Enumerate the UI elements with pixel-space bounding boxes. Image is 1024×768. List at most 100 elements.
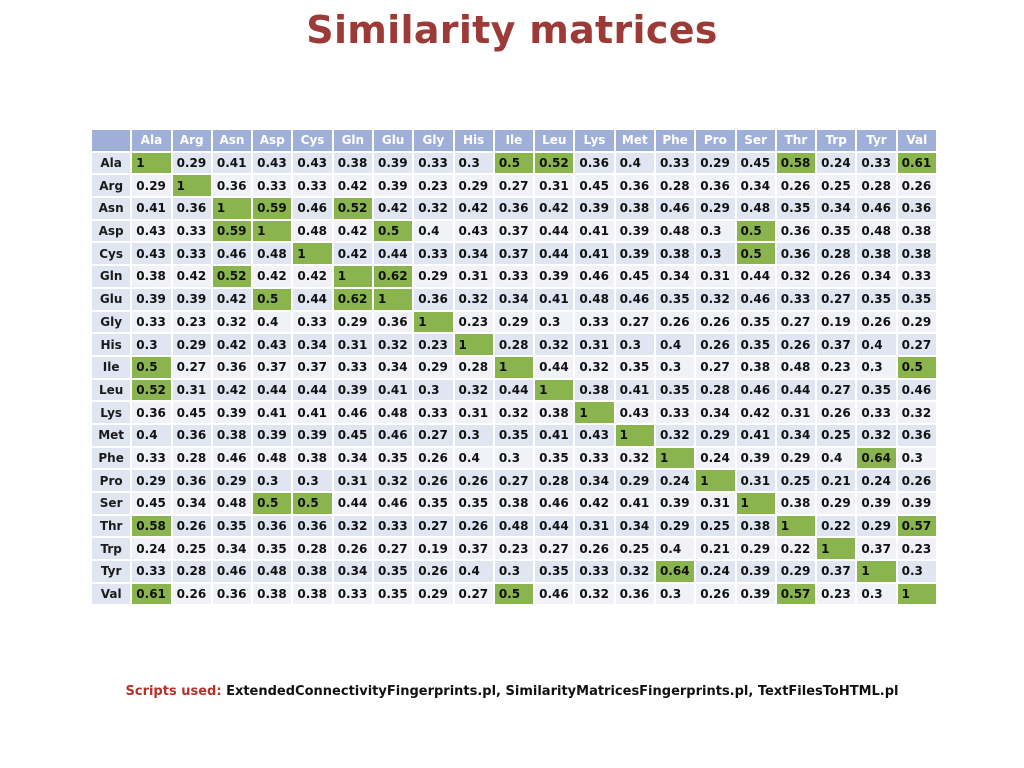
matrix-cell: 0.62 [333, 288, 372, 310]
matrix-cell: 0.25 [776, 470, 816, 491]
matrix-cell: 0.3 [655, 356, 695, 378]
column-header: Asn [212, 130, 252, 151]
matrix-cell: 0.36 [373, 311, 413, 333]
matrix-cell: 0.24 [696, 561, 735, 582]
matrix-cell: 0.33 [373, 515, 413, 537]
matrix-cell: 0.26 [454, 515, 493, 537]
matrix-cell: 0.26 [897, 175, 936, 197]
matrix-cell: 0.57 [776, 583, 816, 605]
matrix-cell: 0.26 [696, 583, 735, 605]
row-header: Asp [92, 220, 131, 242]
column-header: Met [615, 130, 654, 151]
matrix-cell: 0.29 [212, 470, 252, 491]
matrix-cell: 0.39 [293, 424, 332, 446]
matrix-cell: 0.34 [333, 561, 372, 582]
matrix-cell: 0.27 [494, 175, 534, 197]
matrix-cell: 0.42 [373, 198, 413, 219]
matrix-cell: 0.26 [414, 470, 453, 491]
matrix-cell: 0.29 [414, 583, 453, 605]
matrix-cell: 0.45 [736, 152, 775, 174]
matrix-cell: 0.45 [333, 424, 372, 446]
matrix-cell: 0.48 [253, 561, 292, 582]
matrix-cell: 1 [373, 288, 413, 310]
matrix-cell: 0.27 [373, 538, 413, 560]
matrix-cell: 0.48 [494, 515, 534, 537]
matrix-cell: 0.42 [575, 493, 614, 514]
matrix-cell: 0.46 [575, 266, 614, 287]
matrix-cell: 0.31 [696, 266, 735, 287]
matrix-cell: 0.33 [132, 311, 171, 333]
matrix-cell: 0.28 [494, 334, 534, 355]
matrix-cell: 0.43 [132, 220, 171, 242]
matrix-cell: 0.48 [373, 402, 413, 423]
matrix-cell: 1 [253, 220, 292, 242]
row-header: Asn [92, 198, 131, 219]
matrix-cell: 0.32 [414, 198, 453, 219]
matrix-cell: 0.34 [575, 470, 614, 491]
row-header: Val [92, 583, 131, 605]
matrix-cell: 0.3 [897, 561, 936, 582]
matrix-cell: 0.35 [494, 424, 534, 446]
matrix-cell: 0.32 [696, 288, 735, 310]
matrix-cell: 0.4 [655, 334, 695, 355]
matrix-cell: 0.26 [454, 470, 493, 491]
matrix-cell: 0.33 [414, 243, 453, 265]
matrix-cell: 0.27 [454, 583, 493, 605]
matrix-cell: 0.39 [373, 152, 413, 174]
matrix-cell: 0.38 [494, 493, 534, 514]
matrix-cell: 0.44 [293, 288, 332, 310]
matrix-cell: 0.34 [857, 266, 896, 287]
matrix-cell: 0.35 [857, 379, 896, 401]
matrix-cell: 0.33 [172, 243, 211, 265]
matrix-cell: 0.25 [615, 538, 654, 560]
matrix-cell: 0.31 [776, 402, 816, 423]
matrix-cell: 0.34 [333, 447, 372, 469]
matrix-cell: 0.26 [575, 538, 614, 560]
matrix-cell: 0.37 [817, 561, 856, 582]
column-header: Val [897, 130, 936, 151]
matrix-cell: 0.35 [253, 538, 292, 560]
matrix-cell: 0.25 [172, 538, 211, 560]
matrix-cell: 0.45 [172, 402, 211, 423]
matrix-cell: 0.35 [454, 493, 493, 514]
matrix-cell: 0.36 [897, 424, 936, 446]
matrix-cell: 0.52 [212, 266, 252, 287]
matrix-cell: 0.35 [655, 379, 695, 401]
matrix-cell: 0.42 [333, 175, 372, 197]
matrix-cell: 0.36 [212, 356, 252, 378]
matrix-cell: 0.23 [817, 356, 856, 378]
matrix-cell: 0.39 [615, 220, 654, 242]
matrix-cell: 0.34 [212, 538, 252, 560]
matrix-cell: 0.27 [615, 311, 654, 333]
matrix-cell: 0.28 [172, 447, 211, 469]
matrix-cell: 0.33 [293, 175, 332, 197]
matrix-cell: 0.3 [696, 243, 735, 265]
matrix-cell: 0.37 [253, 356, 292, 378]
matrix-cell: 0.35 [615, 356, 654, 378]
matrix-cell: 0.36 [293, 515, 332, 537]
row-header: Met [92, 424, 131, 446]
matrix-cell: 0.48 [736, 198, 775, 219]
row-header: Leu [92, 379, 131, 401]
matrix-cell: 0.26 [776, 175, 816, 197]
matrix-cell: 0.23 [897, 538, 936, 560]
matrix-cell: 0.58 [132, 515, 171, 537]
matrix-cell: 0.29 [132, 470, 171, 491]
matrix-cell: 0.62 [373, 266, 413, 287]
matrix-cell: 0.28 [172, 561, 211, 582]
matrix-cell: 0.44 [333, 493, 372, 514]
matrix-cell: 0.34 [172, 493, 211, 514]
matrix-cell: 0.29 [857, 515, 896, 537]
row-header: Gln [92, 266, 131, 287]
matrix-cell: 1 [494, 356, 534, 378]
column-header: His [454, 130, 493, 151]
matrix-cell: 0.43 [575, 424, 614, 446]
matrix-cell: 0.27 [817, 288, 856, 310]
matrix-cell: 0.26 [172, 583, 211, 605]
matrix-cell: 0.25 [817, 175, 856, 197]
matrix-cell: 0.36 [575, 152, 614, 174]
matrix-cell: 0.37 [454, 538, 493, 560]
matrix-cell: 0.38 [293, 583, 332, 605]
matrix-cell: 0.23 [817, 583, 856, 605]
matrix-cell: 0.38 [736, 356, 775, 378]
